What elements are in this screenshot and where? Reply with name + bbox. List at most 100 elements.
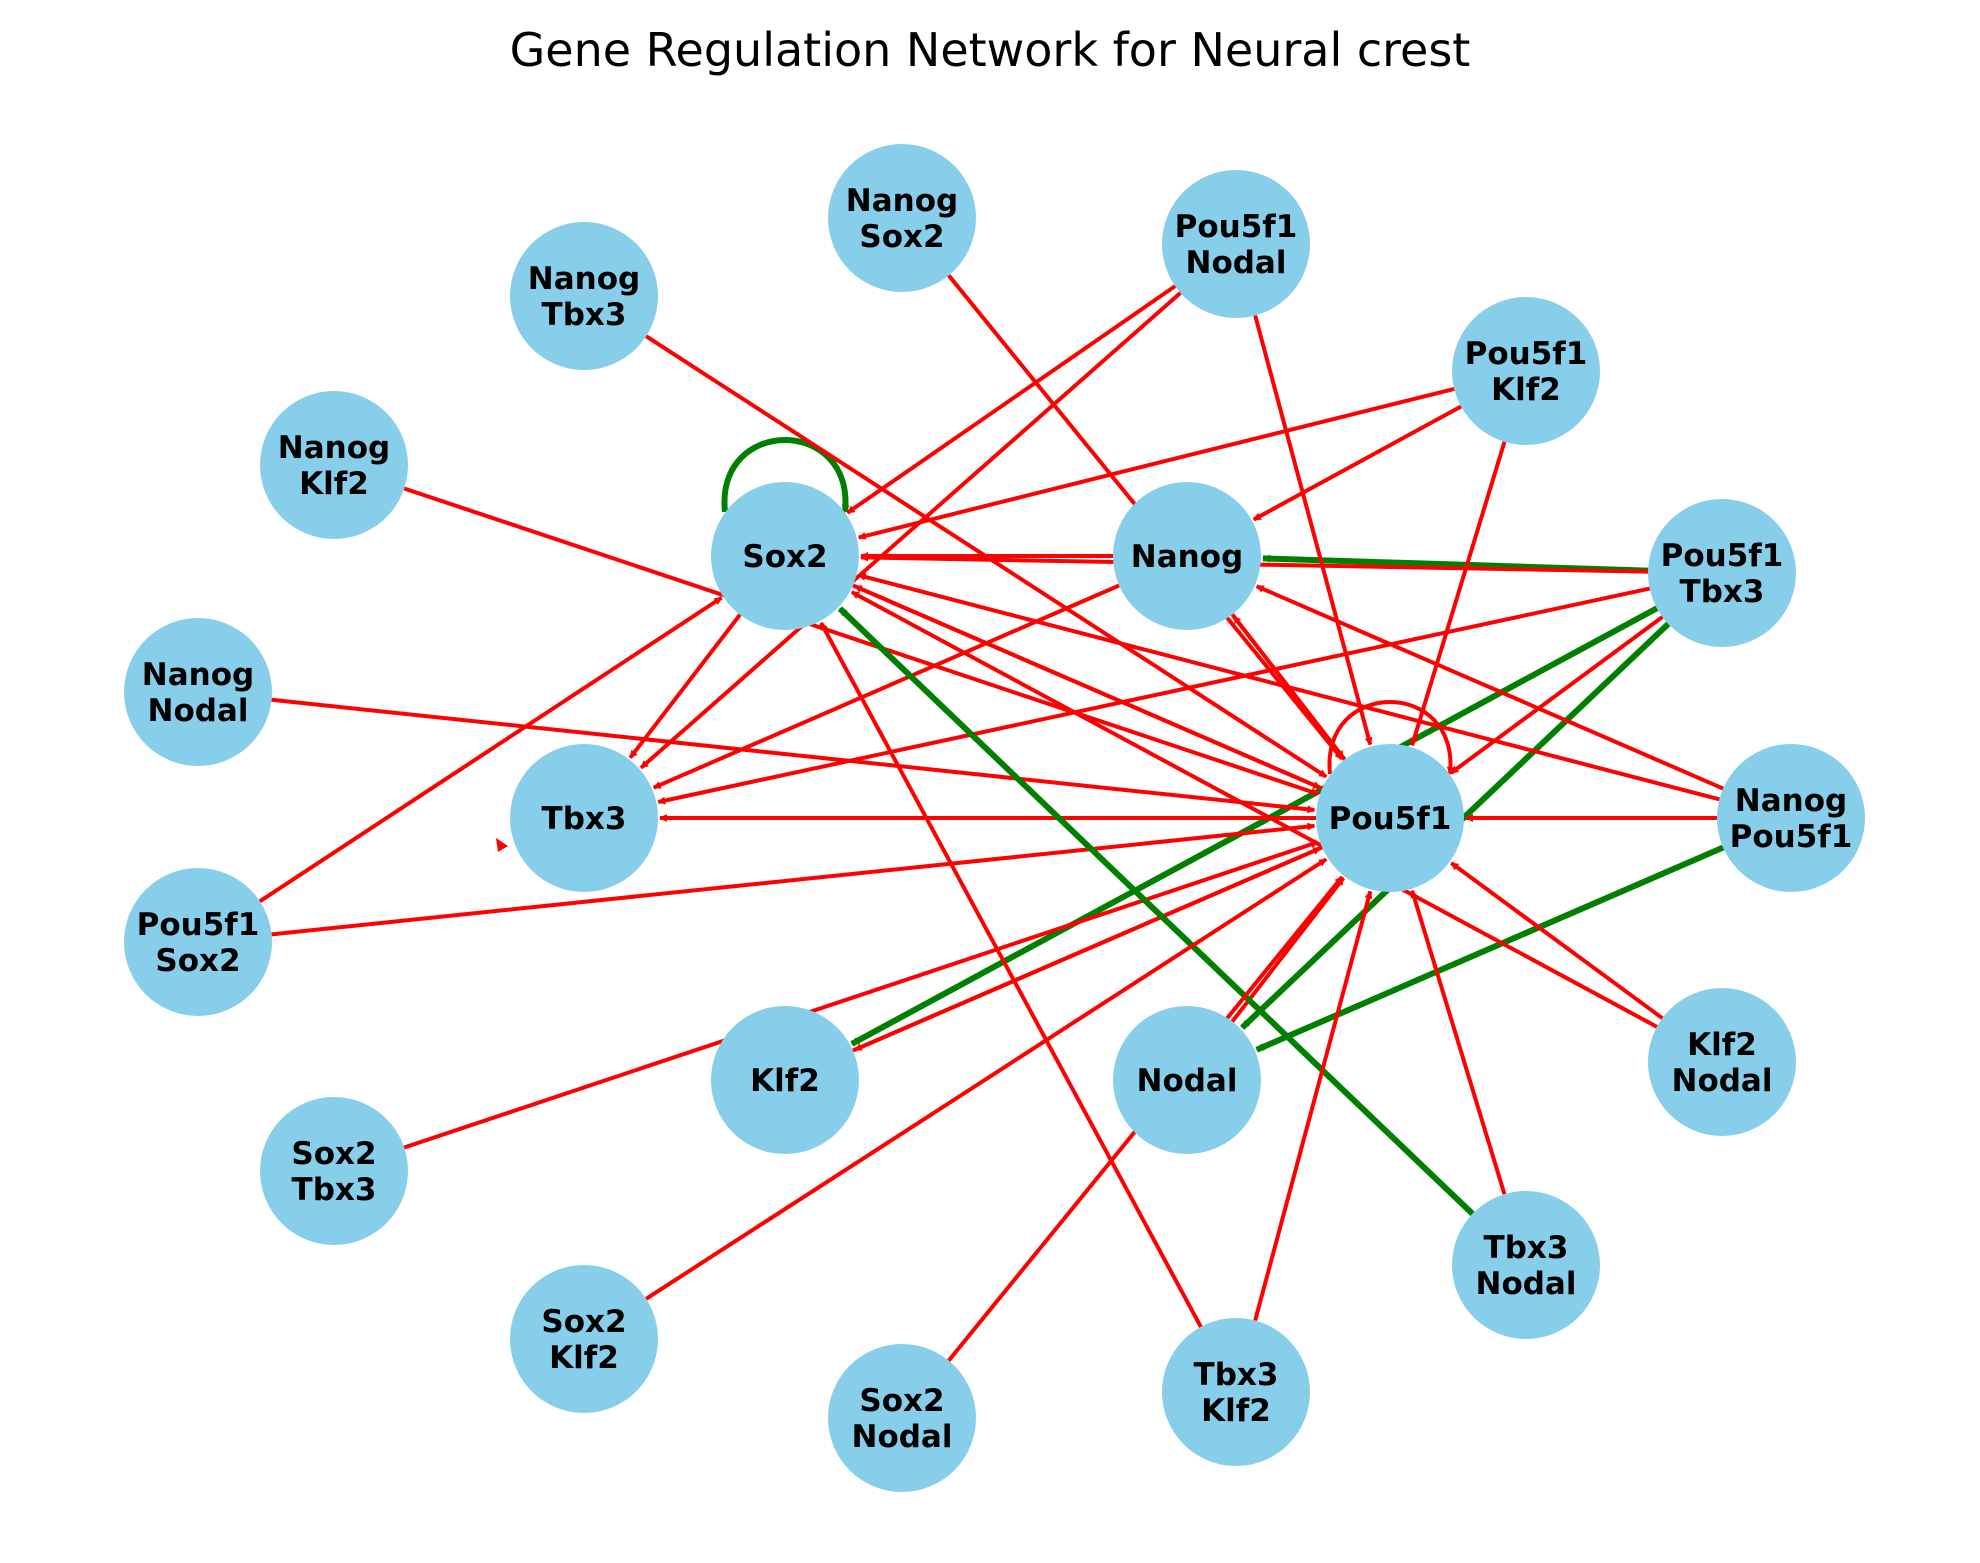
- node-circle: [124, 618, 272, 766]
- edge-repression-pou5f1-to-sox2: [853, 584, 1323, 791]
- edge-repression-pou5f1_tbx3-to-pou5f1: [1449, 615, 1664, 775]
- edge-repression-nanog_pou5f1-to-nanog: [1255, 584, 1724, 791]
- node-label: Tbx3: [1194, 1357, 1279, 1393]
- node-circle: [124, 868, 272, 1016]
- node-circle: [510, 1265, 658, 1413]
- edge-repression-pou5f1_nodal-to-sox2: [846, 284, 1177, 515]
- edge-repression-pou5f1_sox2-to-pou5f1: [271, 822, 1316, 937]
- node-circle: [1648, 499, 1796, 647]
- node-circle: [711, 482, 859, 630]
- edges-layer: [258, 274, 1725, 1362]
- node-label: Tbx3: [542, 801, 627, 837]
- edge-repression-klf2_nodal-to-pou5f1: [1450, 861, 1664, 1020]
- node-label: Pou5f1: [137, 907, 260, 943]
- edge-repression-nanog_klf2-to-pou5f1: [403, 486, 1319, 796]
- node-circle: [828, 1344, 976, 1492]
- edge-repression-pou5f1_klf2-to-nanog: [1252, 404, 1463, 522]
- node-nodal: Nodal: [1113, 1006, 1261, 1154]
- node-circle: [260, 1097, 408, 1245]
- node-circle: [1162, 1318, 1310, 1466]
- node-label: Pou5f1: [1661, 538, 1784, 574]
- node-label: Sox2: [859, 219, 944, 255]
- node-label: Nanog: [142, 657, 254, 693]
- node-label: Nodal: [852, 1419, 953, 1455]
- node-label: Klf2: [1687, 1027, 1757, 1063]
- node-label: Sox2: [541, 1304, 626, 1340]
- node-label: Nanog: [528, 261, 640, 297]
- edge-repression-nanog_pou5f1-to-sox2: [857, 573, 1720, 802]
- node-label: Nanog: [1735, 783, 1847, 819]
- node-label: Pou5f1: [1465, 336, 1588, 372]
- node-label: Sox2: [742, 539, 827, 575]
- edge-repression-pou5f1_nodal-to-tbx3: [639, 291, 1182, 770]
- node-circle: [510, 222, 658, 370]
- node-circle: [1648, 988, 1796, 1136]
- node-label: Nodal: [1186, 245, 1287, 281]
- node-circle: [510, 744, 658, 892]
- edge-repression-pou5f1_tbx3-to-tbx3: [657, 586, 1651, 805]
- node-label: Nodal: [1137, 1063, 1238, 1099]
- node-circle: [1452, 1191, 1600, 1339]
- edge-activation-nanog_pou5f1-to-nodal: [1255, 844, 1725, 1053]
- node-circle: [1717, 744, 1865, 892]
- edge-repression-pou5f1-to-pou5f1: [1327, 700, 1455, 775]
- node-label: Nanog: [1131, 539, 1243, 575]
- edge-repression-tbx3_klf2-to-sox2: [819, 621, 1203, 1328]
- edge-repression-nanog_nodal-to-pou5f1: [271, 697, 1316, 814]
- edge-activation-sox2-to-sox2: [721, 437, 850, 513]
- node-label: Klf2: [750, 1063, 820, 1099]
- node-circle: [711, 1006, 859, 1154]
- edge-repression-klf2_nodal-to-sox2: [850, 590, 1658, 1029]
- node-label: Tbx3: [1680, 574, 1765, 610]
- node-label: Nodal: [1476, 1266, 1577, 1302]
- node-circle: [260, 391, 408, 539]
- edge-repression-pou5f1_sox2-to-sox2: [258, 596, 723, 904]
- edge-repression-pou5f1_klf2-to-pou5f1: [1410, 441, 1507, 747]
- node-label: Pou5f1: [1730, 819, 1853, 855]
- edge-repression-nanog-to-tbx3: [652, 583, 1120, 790]
- stray-arrowhead: [496, 838, 508, 852]
- node-circle: [1452, 297, 1600, 445]
- node-circle: [1113, 482, 1261, 630]
- edge-repression-klf2-to-pou5f1: [852, 846, 1322, 1053]
- node-label: Sox2: [859, 1383, 944, 1419]
- edge-repression-tbx3_klf2-to-pou5f1: [1253, 890, 1373, 1322]
- node-circle: [1316, 744, 1464, 892]
- diagram-title: Gene Regulation Network for Neural crest: [510, 23, 1471, 77]
- node-tbx3: Tbx3: [510, 744, 658, 892]
- edge-activation-tbx3_nodal-to-sox2: [837, 606, 1475, 1217]
- node-label: Klf2: [1491, 372, 1561, 408]
- edge-repression-tbx3_nodal-to-pou5f1: [1410, 889, 1507, 1195]
- node-circle: [1162, 170, 1310, 318]
- node-label: Pou5f1: [1175, 209, 1298, 245]
- node-nanog: Nanog: [1113, 482, 1261, 630]
- node-klf2: Klf2: [711, 1006, 859, 1154]
- edge-repression-sox2_klf2-to-pou5f1: [645, 857, 1328, 1301]
- node-pou5f1: Pou5f1: [1316, 744, 1464, 892]
- node-label: Klf2: [1201, 1393, 1271, 1429]
- node-label: Tbx3: [292, 1172, 377, 1208]
- node-label: Tbx3: [1484, 1230, 1569, 1266]
- edge-repression-pou5f1_klf2-to-sox2: [857, 386, 1455, 540]
- edge-repression-sox2-to-tbx3: [628, 613, 742, 759]
- node-circle: [828, 144, 976, 292]
- node-label: Sox2: [155, 943, 240, 979]
- node-label: Nanog: [846, 183, 958, 219]
- node-label: Nodal: [1672, 1063, 1773, 1099]
